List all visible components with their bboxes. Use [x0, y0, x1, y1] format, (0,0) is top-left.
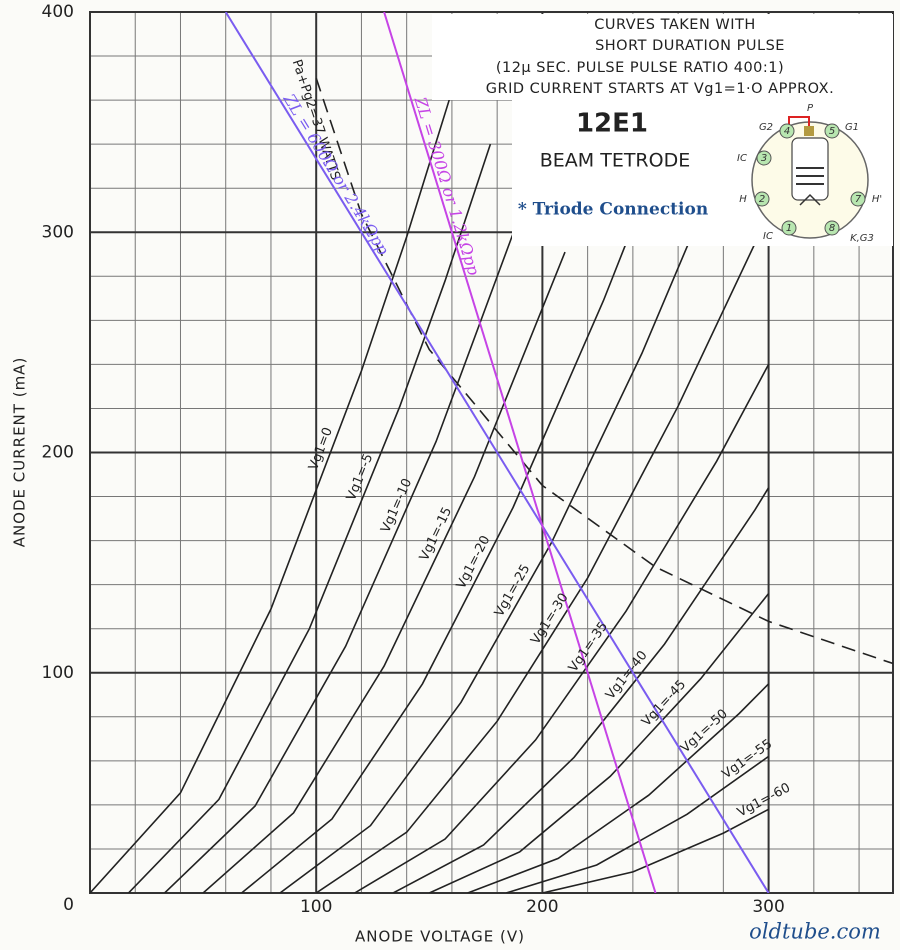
note: SHORT DURATION PULSE: [595, 38, 785, 54]
plot-frame: [89, 11, 894, 894]
characteristic-curve: [164, 196, 528, 893]
pin-label: P: [807, 103, 814, 114]
x-axis-label: ANODE VOLTAGE (V): [355, 928, 525, 946]
y-axis-label: ANODE CURRENT (mA): [11, 357, 29, 548]
chart-title: 12E1: [576, 109, 648, 139]
pin-label: 4: [784, 126, 790, 137]
notes-box: [432, 14, 893, 100]
y-tick-label: 100: [42, 663, 74, 683]
pin-label: 8: [829, 223, 835, 234]
connection-note: * Triode Connection: [518, 200, 708, 220]
characteristic-curve: [241, 185, 650, 893]
x-tick-label: 200: [526, 897, 558, 917]
pin-label: IC: [763, 231, 773, 242]
watermark: oldtube.com: [749, 920, 881, 944]
tube-base-diagram: [751, 116, 869, 239]
pin-label: G1: [845, 122, 859, 133]
characteristic-curve: [505, 755, 770, 893]
load-line: [383, 12, 657, 893]
y-tick-label: 300: [42, 222, 74, 242]
chart-subtitle: BEAM TETRODE: [540, 150, 690, 172]
characteristic-curve: [467, 683, 770, 893]
characteristic-curve: [279, 139, 734, 893]
pin-label: H': [872, 194, 882, 205]
characteristic-curve: [542, 808, 769, 893]
pin-label: H: [739, 194, 747, 205]
characteristic-curve: [428, 593, 770, 893]
curves: [90, 13, 893, 893]
pin-label: G2: [759, 122, 773, 133]
x-tick-label: 100: [300, 897, 332, 917]
pin-label: 1: [786, 223, 792, 234]
y-tick-label: 0: [63, 895, 74, 915]
pin-label: 3: [761, 153, 767, 164]
pin-label: 7: [855, 194, 862, 205]
note: GRID CURRENT STARTS AT Vg1=1·O APPROX.: [486, 81, 834, 97]
load-lines: [224, 12, 770, 893]
info-box: CURVES TAKEN WITH SHORT DURATION PULSE (…: [432, 14, 893, 246]
y-tick-label: 200: [42, 443, 74, 463]
dissipation-curve: [315, 77, 893, 665]
note: CURVES TAKEN WITH: [594, 17, 756, 33]
load-line: [224, 12, 770, 893]
characteristic-curve: [315, 214, 770, 893]
pin-label: 5: [829, 126, 835, 137]
characteristic-curve: [392, 487, 770, 893]
pin-label: 2: [759, 194, 765, 205]
x-tick-label: 300: [752, 897, 784, 917]
pin-label: K,G3: [850, 233, 874, 244]
characteristic-curve: [127, 143, 492, 893]
y-tick-label: 400: [42, 2, 74, 22]
characteristic-curve: [354, 364, 770, 893]
note: (12μ SEC. PULSE PULSE RATIO 400:1): [496, 60, 784, 76]
pin-label: IC: [737, 153, 747, 164]
